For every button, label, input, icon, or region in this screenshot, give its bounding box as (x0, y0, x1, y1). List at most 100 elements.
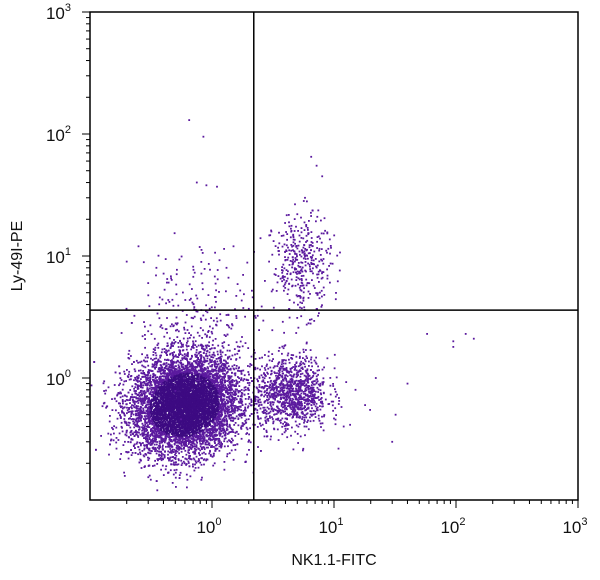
data-point (163, 441, 166, 444)
data-point (223, 373, 226, 375)
data-point (147, 373, 149, 376)
data-point (217, 369, 220, 372)
data-point (199, 351, 202, 353)
data-point (186, 486, 188, 489)
data-point (163, 454, 166, 456)
data-point (249, 414, 251, 417)
data-point (235, 415, 238, 418)
data-point (201, 345, 203, 348)
data-point (173, 339, 175, 341)
data-point (206, 355, 209, 357)
data-point (174, 457, 177, 459)
data-point (242, 379, 245, 382)
data-point (165, 413, 167, 416)
data-point (160, 408, 163, 411)
data-point (158, 367, 161, 369)
data-point (168, 337, 171, 340)
data-point (138, 408, 140, 410)
data-point (204, 408, 206, 411)
data-point (148, 452, 151, 455)
data-point (234, 444, 237, 446)
data-point (125, 422, 128, 425)
data-point (142, 428, 144, 431)
data-point (199, 375, 202, 378)
data-point (132, 422, 135, 425)
data-point (195, 444, 198, 446)
data-point (146, 387, 149, 389)
data-point (144, 374, 147, 376)
data-point (149, 378, 152, 380)
data-point (143, 432, 145, 435)
data-point (158, 454, 160, 457)
data-point (222, 364, 225, 367)
data-point (233, 364, 236, 366)
data-point (172, 409, 175, 412)
data-point (113, 432, 115, 435)
data-point (155, 402, 158, 405)
data-point (209, 378, 212, 381)
data-point (207, 417, 210, 419)
data-point (165, 445, 167, 448)
data-point (231, 384, 234, 386)
data-point (152, 410, 154, 413)
data-point (173, 439, 176, 442)
data-point (174, 458, 177, 461)
data-point (226, 412, 229, 415)
data-point (172, 463, 175, 466)
data-point (175, 368, 178, 371)
data-point (203, 428, 206, 431)
data-point (133, 426, 136, 429)
data-point (156, 441, 159, 443)
data-point (173, 469, 176, 472)
data-point (128, 408, 130, 410)
data-point (180, 376, 183, 379)
data-point (188, 365, 191, 368)
data-point (257, 399, 260, 402)
data-point (190, 365, 192, 368)
data-point (166, 358, 169, 361)
data-point (216, 447, 219, 450)
data-point (154, 361, 156, 363)
data-point (184, 428, 187, 431)
data-point (179, 351, 181, 354)
data-point (129, 389, 132, 391)
data-point (203, 448, 206, 451)
data-point (225, 399, 228, 401)
data-point (223, 438, 226, 440)
data-point (197, 460, 199, 463)
data-point (197, 369, 200, 372)
data-point (132, 398, 134, 401)
data-point (234, 390, 237, 393)
data-point (186, 409, 188, 411)
data-point (133, 402, 136, 405)
data-point (244, 386, 247, 388)
data-point (140, 419, 142, 422)
data-point (159, 394, 162, 397)
data-point (226, 400, 229, 403)
data-point (225, 396, 228, 399)
data-point (208, 432, 211, 434)
data-point (166, 390, 169, 393)
data-point (147, 382, 150, 384)
data-point (181, 389, 184, 392)
data-point (153, 366, 156, 369)
data-point (154, 459, 156, 462)
data-point (148, 464, 150, 467)
data-point (211, 383, 214, 385)
data-point (203, 410, 206, 412)
data-point (171, 352, 174, 354)
data-point (139, 400, 142, 403)
data-point (130, 413, 133, 415)
data-point (192, 340, 194, 343)
data-point (131, 385, 134, 388)
data-point (149, 374, 152, 377)
data-point (189, 455, 191, 457)
data-point (181, 420, 184, 422)
data-point (142, 442, 144, 444)
data-point (215, 398, 218, 401)
data-point (173, 438, 176, 440)
data-point (217, 411, 219, 413)
data-point (139, 418, 142, 421)
data-point (153, 432, 156, 435)
data-point (202, 390, 205, 393)
